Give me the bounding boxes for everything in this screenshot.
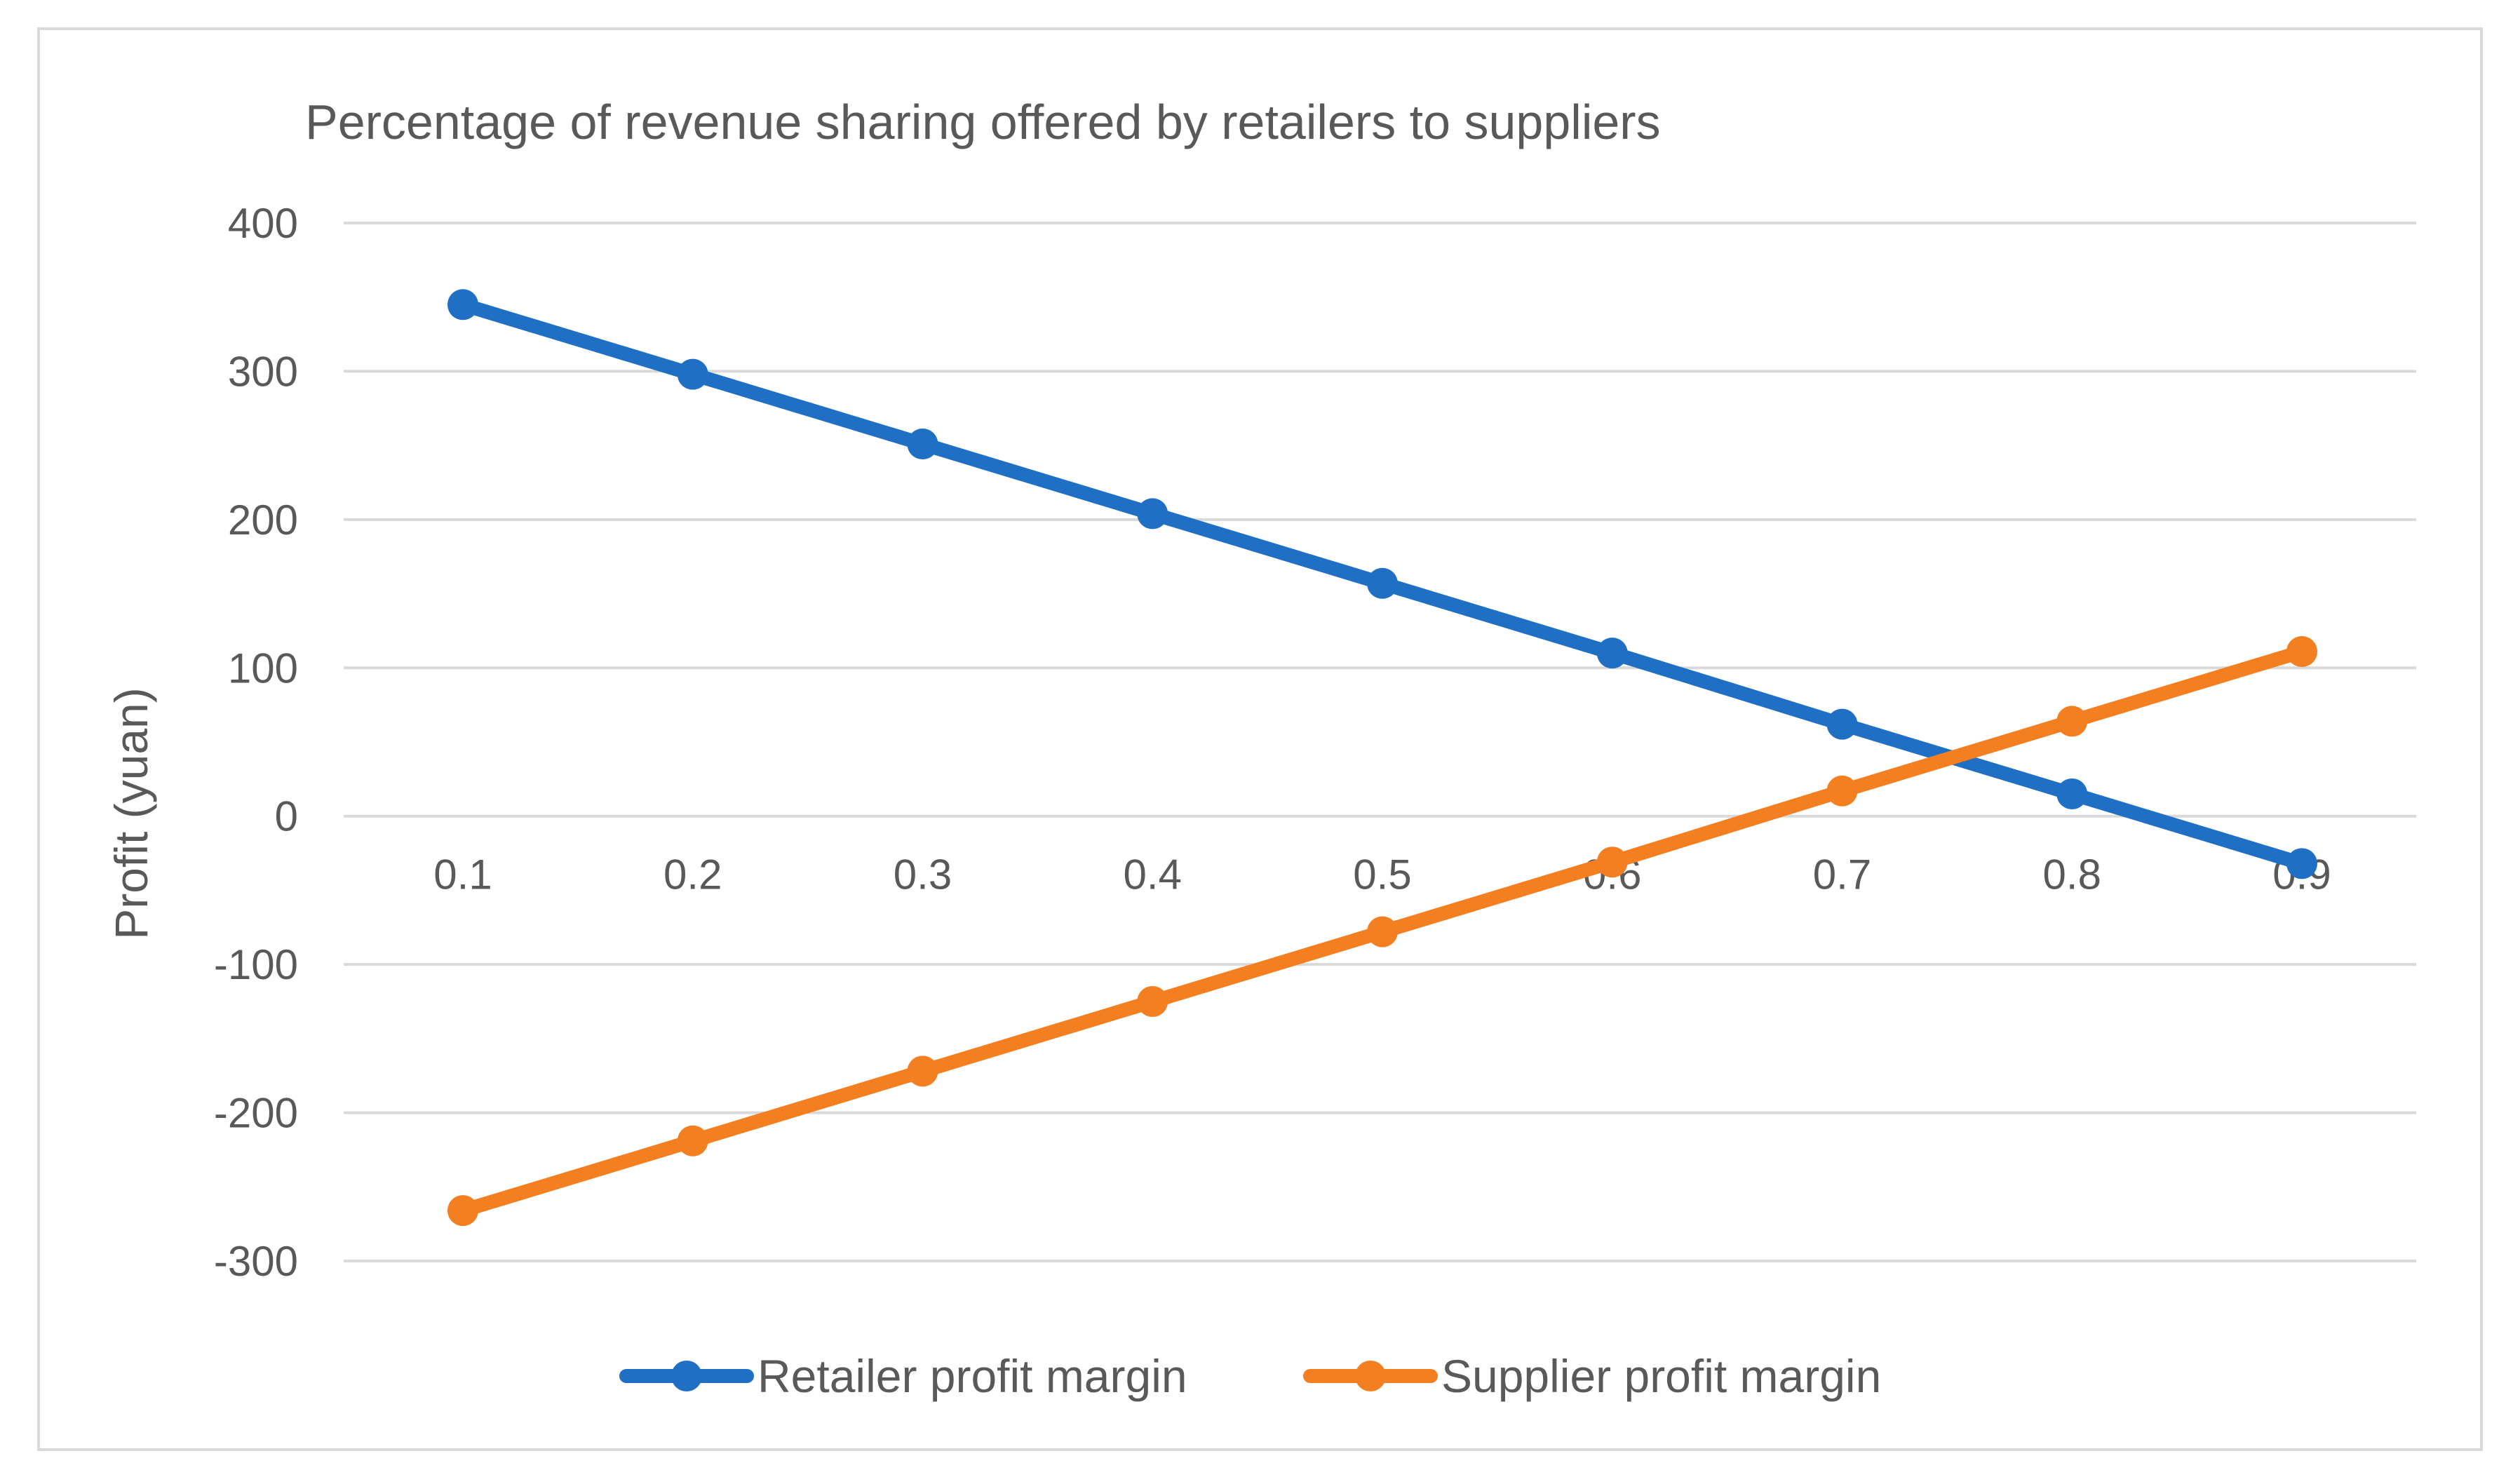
data-point (677, 358, 708, 390)
x-tick-label: 0.1 (433, 851, 492, 898)
legend-marker (671, 1361, 702, 1391)
data-point (1826, 775, 1858, 807)
series-1 (447, 289, 2317, 879)
legend-marker (1355, 1361, 1386, 1391)
data-point (1137, 986, 1168, 1017)
x-tick-label: 0.4 (1124, 851, 1182, 898)
chart-frame (37, 27, 2483, 1451)
data-point (907, 1056, 938, 1087)
data-point (907, 429, 938, 460)
data-point (2056, 706, 2088, 737)
y-tick-label: 200 (228, 497, 298, 544)
data-point (1367, 916, 1398, 947)
x-tick-label: 0.2 (663, 851, 722, 898)
data-point (2056, 778, 2088, 809)
y-tick-label: 100 (228, 645, 298, 692)
legend: Retailer profit margin Supplier profit ma… (619, 1350, 1881, 1402)
series-2 (447, 636, 2317, 1227)
data-point (2286, 848, 2317, 879)
data-point (1596, 638, 1628, 669)
data-point (677, 1125, 708, 1156)
legend-label: Supplier profit margin (1441, 1350, 1881, 1402)
data-point (1137, 498, 1168, 530)
y-tick-label: 400 (228, 200, 298, 247)
x-tick-label: 0.8 (2043, 851, 2101, 898)
x-tick-label: 0.3 (894, 851, 952, 898)
legend-item: Retailer profit margin (619, 1350, 1187, 1402)
chart-title: Percentage of revenue sharing offered by… (305, 95, 1661, 149)
x-tick-label: 0.7 (1813, 851, 1871, 898)
data-point (447, 1195, 478, 1227)
y-tick-label: -200 (214, 1090, 298, 1137)
data-point (447, 289, 478, 321)
y-tick-label: 0 (275, 793, 298, 840)
y-tick-label: -300 (214, 1238, 298, 1285)
data-point (1596, 847, 1628, 878)
legend-item: Supplier profit margin (1303, 1350, 1881, 1402)
data-point (2286, 636, 2317, 668)
legend-label: Retailer profit margin (757, 1350, 1187, 1402)
x-tick-label: 0.5 (1353, 851, 1411, 898)
data-point (1826, 708, 1858, 740)
y-tick-label: -100 (214, 941, 298, 988)
y-tick-labels: 400 300 200 100 0 -100 -200 -300 (214, 200, 298, 1285)
gridlines (344, 222, 2416, 1262)
data-point (1367, 567, 1398, 599)
y-axis-title: Profit (yuan) (105, 687, 157, 939)
series-lines (447, 289, 2317, 1227)
x-tick-labels: 0.10.20.30.40.50.60.70.80.9 (433, 851, 2331, 898)
y-tick-label: 300 (228, 348, 298, 395)
